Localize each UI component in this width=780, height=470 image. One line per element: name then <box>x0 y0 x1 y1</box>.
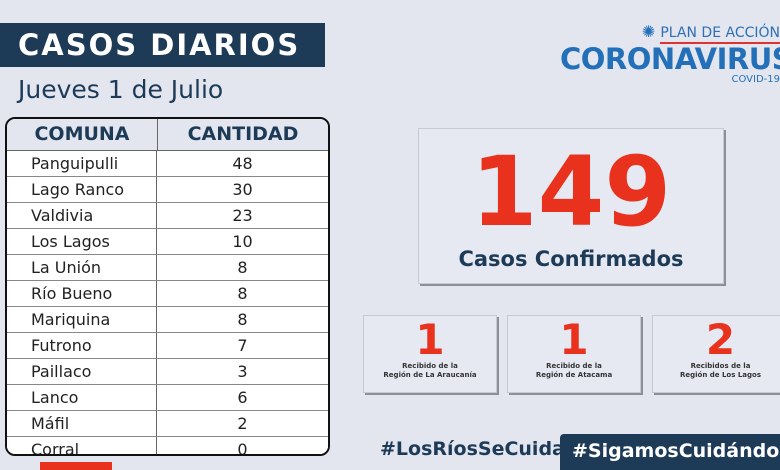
cantidad-cell: 23 <box>232 206 253 225</box>
cantidad-cell: 2 <box>237 414 248 433</box>
imported-card-atacama: 1 Recibido de la Región de Atacama <box>507 315 641 393</box>
comuna-cell: La Unión <box>7 255 157 280</box>
logo-sub: COVID-19 <box>731 74 780 85</box>
table-row: Río Bueno 8 <box>7 281 328 307</box>
cantidad-cell: 48 <box>232 154 253 173</box>
imported-label: Recibidos de la Región de Los Lagos <box>679 362 762 379</box>
comuna-cell: Río Bueno <box>7 281 157 306</box>
imported-label: Recibido de la Región de Atacama <box>535 362 613 379</box>
imported-card-araucania: 1 Recibido de la Región de La Araucanía <box>363 315 497 393</box>
page-title: CASOS DIARIOS <box>0 23 325 67</box>
cantidad-cell: 3 <box>237 362 248 381</box>
table-row: Futrono 7 <box>7 333 328 359</box>
comuna-cell: Valdivia <box>7 203 157 228</box>
total-cases-label: Casos Confirmados <box>458 247 684 271</box>
header-comuna: COMUNA <box>7 119 158 150</box>
imported-card-los-lagos: 2 Recibidos de la Región de Los Lagos <box>652 315 780 393</box>
table-row: Máfil 2 <box>7 411 328 437</box>
comuna-cell: Máfil <box>7 411 157 436</box>
table-row: La Unión 8 <box>7 255 328 281</box>
comuna-cell: Los Lagos <box>7 229 157 254</box>
virus-icon: ✺ <box>641 22 656 41</box>
cantidad-cell: 10 <box>232 232 253 251</box>
cantidad-cell: 7 <box>237 336 248 355</box>
table-row: Corral 0 <box>7 437 328 456</box>
cantidad-cell: 6 <box>237 388 248 407</box>
cantidad-cell: 8 <box>237 310 248 329</box>
total-cases-card: 149 Casos Confirmados <box>418 128 724 284</box>
header-cantidad: CANTIDAD <box>187 123 299 145</box>
table-row: Los Lagos 10 <box>7 229 328 255</box>
table-row: Mariquina 8 <box>7 307 328 333</box>
cantidad-cell: 30 <box>232 180 253 199</box>
hashtag-sigamos: #SigamosCuidándonos <box>560 434 780 470</box>
cases-table: COMUNA CANTIDAD Panguipulli 48 Lago Ranco 3… <box>5 117 330 456</box>
comuna-cell: Corral <box>7 437 157 454</box>
cantidad-cell: 8 <box>237 258 248 277</box>
logo-plan: PLAN DE ACCIÓN <box>660 25 780 44</box>
imported-value: 2 <box>705 315 736 364</box>
imported-value: 1 <box>559 315 589 364</box>
table-row: Paillaco 3 <box>7 359 328 385</box>
comuna-cell: Futrono <box>7 333 157 358</box>
comuna-cell: Panguipulli <box>7 151 157 176</box>
imported-label: Recibido de la Región de La Araucanía <box>383 362 477 379</box>
logo-name: CORONAVIRUS <box>560 42 780 76</box>
cantidad-cell: 8 <box>237 284 248 303</box>
comuna-cell: Mariquina <box>7 307 157 332</box>
red-accent-bar <box>40 462 112 470</box>
table-row: Lago Ranco 30 <box>7 177 328 203</box>
total-cases-value: 149 <box>470 136 672 248</box>
date-subtitle: Jueves 1 de Julio <box>18 75 224 104</box>
table-header: COMUNA CANTIDAD <box>7 119 328 151</box>
table-row: Lanco 6 <box>7 385 328 411</box>
comuna-cell: Lago Ranco <box>7 177 157 202</box>
comuna-cell: Lanco <box>7 385 157 410</box>
coronavirus-plan-logo: ✺ PLAN DE ACCIÓN CORONAVIRUS COVID-19 <box>560 22 780 92</box>
table-row: Panguipulli 48 <box>7 151 328 177</box>
table-row: Valdivia 23 <box>7 203 328 229</box>
comuna-cell: Paillaco <box>7 359 157 384</box>
cantidad-cell: 0 <box>237 440 248 456</box>
imported-value: 1 <box>415 315 445 364</box>
hashtag-losrios: #LosRíosSeCuida <box>380 438 565 460</box>
